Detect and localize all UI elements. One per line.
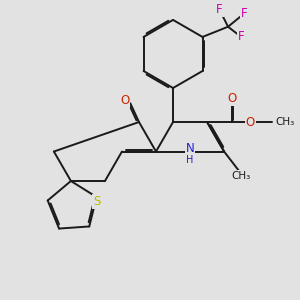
- Text: F: F: [238, 30, 244, 43]
- Text: N: N: [186, 142, 194, 154]
- Text: CH₃: CH₃: [232, 171, 251, 181]
- Text: O: O: [120, 94, 129, 107]
- Text: F: F: [216, 3, 223, 16]
- Text: H: H: [186, 154, 194, 165]
- Text: O: O: [246, 116, 255, 128]
- Text: F: F: [241, 7, 247, 20]
- Text: CH₃: CH₃: [275, 117, 295, 127]
- Text: S: S: [93, 195, 100, 208]
- Text: O: O: [227, 92, 236, 106]
